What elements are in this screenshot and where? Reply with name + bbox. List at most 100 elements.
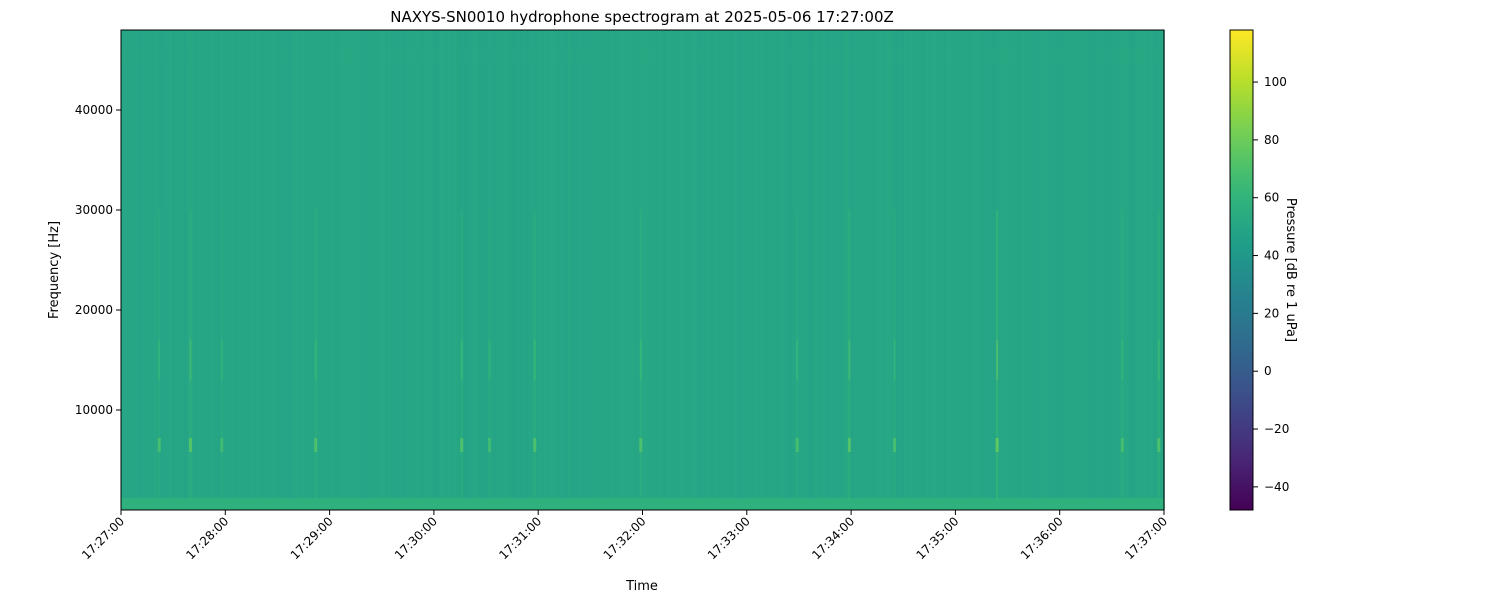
spectrogram-column xyxy=(724,30,727,510)
spectrogram-column xyxy=(829,30,832,510)
transient-event-band xyxy=(314,340,317,380)
spectrogram-column xyxy=(376,30,379,510)
spectrogram-column xyxy=(391,30,394,510)
spectrogram-column xyxy=(745,30,748,510)
spectrogram-column xyxy=(889,30,892,510)
transient-event-peak xyxy=(460,438,464,452)
transient-event-peak xyxy=(189,438,193,452)
spectrogram-column xyxy=(1003,30,1006,510)
spectrogram-column xyxy=(1054,30,1057,510)
spectrogram-column xyxy=(691,30,694,510)
spectrogram-column xyxy=(871,30,874,510)
spectrogram-column xyxy=(754,30,757,510)
spectrogram-column xyxy=(682,30,685,510)
x-tick-label: 17:29:00 xyxy=(288,514,336,562)
spectrogram-column xyxy=(418,30,421,510)
spectrogram-column xyxy=(1066,30,1069,510)
spectrogram-column xyxy=(634,30,637,510)
spectrogram-column xyxy=(850,30,853,510)
spectrogram-column xyxy=(1135,30,1138,510)
spectrogram-column xyxy=(1141,30,1144,510)
transient-event-peak xyxy=(488,438,492,452)
spectrogram-column xyxy=(1108,30,1111,510)
spectrogram-column xyxy=(133,30,136,510)
spectrogram-column xyxy=(1147,30,1150,510)
spectrogram-column xyxy=(805,30,808,510)
colorbar-tick-label: 0 xyxy=(1264,364,1272,378)
spectrogram-column xyxy=(409,30,412,510)
transient-event-peak xyxy=(847,438,851,452)
spectrogram-column xyxy=(364,30,367,510)
spectrogram-column xyxy=(823,30,826,510)
transient-event-band xyxy=(639,340,642,380)
spectrogram-column xyxy=(1102,30,1105,510)
spectrogram-column xyxy=(352,30,355,510)
spectrogram-column xyxy=(331,30,334,510)
spectrogram-column xyxy=(1144,30,1147,510)
spectrogram-column xyxy=(394,30,397,510)
spectrogram-column xyxy=(529,30,532,510)
x-axis-label: Time xyxy=(625,579,658,594)
spectrogram-column xyxy=(1153,30,1156,510)
spectrogram-column xyxy=(760,30,763,510)
spectrogram-column xyxy=(793,30,796,510)
transient-event-band xyxy=(158,340,161,380)
spectrogram-column xyxy=(1045,30,1048,510)
transient-event-peak xyxy=(533,438,537,452)
spectrogram-column xyxy=(595,30,598,510)
transient-event-peak xyxy=(220,438,224,452)
spectrogram-column xyxy=(136,30,139,510)
x-tick-label: 17:28:00 xyxy=(183,514,231,562)
spectrogram-column xyxy=(568,30,571,510)
spectrogram-column xyxy=(154,30,157,510)
spectrogram-column xyxy=(613,30,616,510)
transient-event-peak xyxy=(795,438,799,452)
spectrogram-column xyxy=(160,30,163,510)
spectrogram-column xyxy=(274,30,277,510)
spectrogram-column xyxy=(964,30,967,510)
spectrogram-column xyxy=(580,30,583,510)
spectrogram-column xyxy=(334,30,337,510)
spectrogram-column xyxy=(970,30,973,510)
spectrogram-column xyxy=(844,30,847,510)
spectrogram-column xyxy=(868,30,871,510)
spectrogram-column xyxy=(187,30,190,510)
x-tick-label: 17:31:00 xyxy=(496,514,544,562)
spectrogram-column xyxy=(631,30,634,510)
transient-event-band xyxy=(460,340,463,380)
spectrogram-column xyxy=(361,30,364,510)
spectrogram-column xyxy=(1084,30,1087,510)
spectrogram-column xyxy=(517,30,520,510)
spectrogram-column xyxy=(544,30,547,510)
spectrogram-column xyxy=(1090,30,1093,510)
spectrogram-column xyxy=(313,30,316,510)
spectrogram-column xyxy=(910,30,913,510)
spectrogram-column xyxy=(448,30,451,510)
spectrogram-column xyxy=(679,30,682,510)
spectrogram-column xyxy=(469,30,472,510)
spectrogram-column xyxy=(1159,30,1162,510)
spectrogram-column xyxy=(265,30,268,510)
colorbar-tick-label: 100 xyxy=(1264,75,1287,89)
spectrogram-column xyxy=(880,30,883,510)
low-frequency-band xyxy=(121,498,1164,510)
spectrogram-column xyxy=(250,30,253,510)
spectrogram-column xyxy=(238,30,241,510)
spectrogram-column xyxy=(508,30,511,510)
spectrogram-column xyxy=(475,30,478,510)
spectrogram-column xyxy=(502,30,505,510)
spectrogram-column xyxy=(523,30,526,510)
spectrogram-column xyxy=(148,30,151,510)
spectrogram-column xyxy=(244,30,247,510)
colorbar-tick-label: 20 xyxy=(1264,306,1279,320)
spectrogram-column xyxy=(565,30,568,510)
spectrogram-column xyxy=(688,30,691,510)
spectrogram-column xyxy=(1069,30,1072,510)
spectrogram-column xyxy=(466,30,469,510)
spectrogram-column xyxy=(193,30,196,510)
spectrogram-column xyxy=(658,30,661,510)
spectrogram-column xyxy=(739,30,742,510)
spectrogram-column xyxy=(130,30,133,510)
transient-event-peak xyxy=(157,438,161,452)
spectrogram-column xyxy=(145,30,148,510)
